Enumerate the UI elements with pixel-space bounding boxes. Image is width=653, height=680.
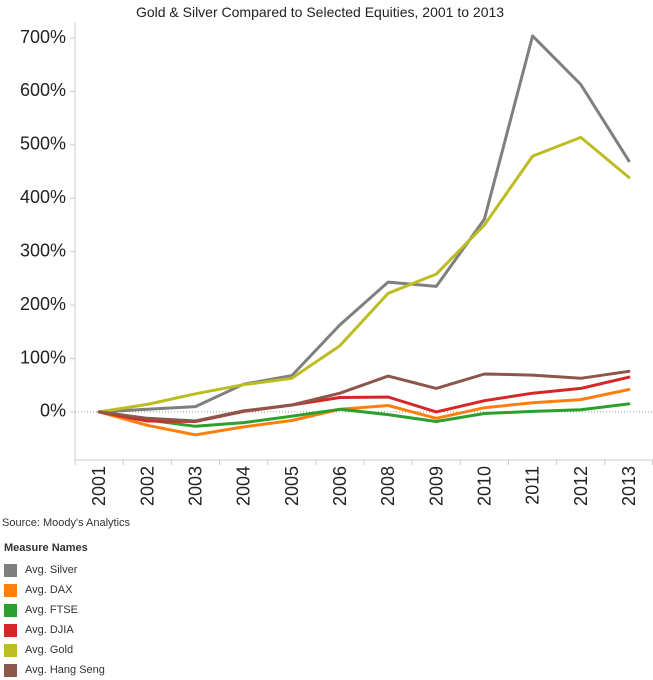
series-line-silver bbox=[97, 34, 631, 414]
y-tick-label: 600% bbox=[20, 80, 66, 100]
y-tick-label: 700% bbox=[20, 27, 66, 47]
tick-labels: 0% 100% 200% 300% 400% 500% 600% 700% 2001 2002 20… bbox=[20, 27, 639, 506]
legend-label: Avg. Gold bbox=[25, 644, 74, 656]
y-tick-label: 400% bbox=[20, 187, 66, 207]
x-tick-label: 2005 bbox=[282, 466, 302, 506]
legend-item-gold[interactable]: Avg. Gold bbox=[4, 640, 105, 660]
x-tick-label: 2012 bbox=[571, 466, 591, 506]
chart-title: Gold & Silver Compared to Selected Equit… bbox=[135, 4, 505, 20]
legend-item-djia[interactable]: Avg. DJIA bbox=[4, 620, 105, 640]
legend-item-hang-seng[interactable]: Avg. Hang Seng bbox=[4, 660, 105, 680]
x-tick-label: 2011 bbox=[523, 466, 543, 505]
legend-label: Avg. FTSE bbox=[25, 604, 78, 616]
legend-label: Avg. DAX bbox=[25, 584, 73, 596]
series-line-ftse bbox=[97, 402, 631, 428]
legend-item-dax[interactable]: Avg. DAX bbox=[4, 580, 105, 600]
legend-label: Avg. Hang Seng bbox=[25, 664, 105, 676]
x-tick-label: 2009 bbox=[426, 466, 446, 506]
source-note: Source: Moody's Analytics bbox=[2, 517, 131, 529]
legend-swatch bbox=[4, 643, 17, 657]
x-tick-label: 2002 bbox=[137, 466, 157, 506]
x-tick-label: 2006 bbox=[330, 466, 350, 506]
legend-label: Avg. Silver bbox=[25, 564, 78, 576]
y-tick-label: 300% bbox=[20, 240, 66, 260]
legend: Measure Names Avg. Silver Avg. DAX Avg. … bbox=[4, 542, 105, 680]
legend-swatch bbox=[4, 563, 17, 577]
legend-item-ftse[interactable]: Avg. FTSE bbox=[4, 600, 105, 620]
y-tick-label: 100% bbox=[20, 347, 66, 367]
x-tick-label: 2008 bbox=[378, 466, 398, 506]
line-chart: 0% 100% 200% 300% 400% 500% 600% 700% 2001 2002 20… bbox=[20, 22, 653, 506]
legend-label: Avg. DJIA bbox=[25, 624, 74, 636]
x-tick-label: 2010 bbox=[474, 466, 494, 506]
y-tick-label: 500% bbox=[20, 134, 66, 154]
series-lines bbox=[97, 34, 631, 437]
legend-swatch bbox=[4, 583, 17, 597]
series-line-dax bbox=[97, 388, 631, 437]
x-tick-label: 2013 bbox=[619, 466, 639, 506]
legend-item-silver[interactable]: Avg. Silver bbox=[4, 560, 105, 580]
x-tick-label: 2004 bbox=[234, 466, 254, 506]
y-tick-label: 0% bbox=[40, 401, 66, 421]
legend-swatch bbox=[4, 623, 17, 637]
series-line-gold bbox=[97, 135, 631, 414]
legend-title: Measure Names bbox=[4, 542, 88, 554]
x-tick-label: 2003 bbox=[185, 466, 205, 506]
series-line-hang-seng bbox=[97, 369, 631, 423]
x-tick-label: 2001 bbox=[89, 466, 109, 506]
legend-swatch bbox=[4, 663, 17, 677]
y-tick-label: 200% bbox=[20, 294, 66, 314]
legend-swatch bbox=[4, 603, 17, 617]
